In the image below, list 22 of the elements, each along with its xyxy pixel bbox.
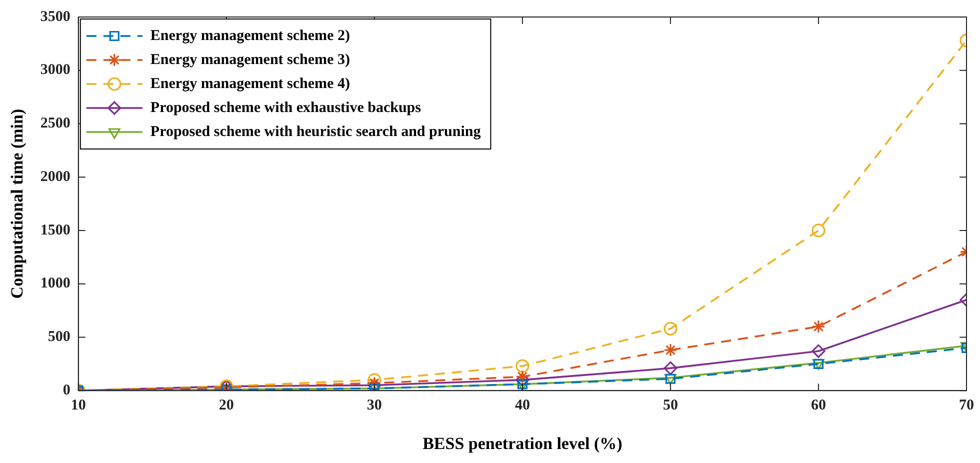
y-tick-label: 3500	[40, 8, 70, 25]
x-tick-label: 60	[810, 397, 826, 414]
legend-label: Energy management scheme 2)	[150, 28, 350, 44]
legend-label: Energy management scheme 3)	[150, 52, 350, 68]
x-tick-label: 50	[662, 397, 678, 414]
x-tick-label: 10	[70, 397, 86, 414]
y-tick-label: 1500	[40, 222, 70, 238]
legend-label: Energy management scheme 4)	[150, 76, 350, 92]
y-tick-label: 500	[48, 329, 70, 346]
x-tick-label: 70	[959, 397, 974, 414]
y-tick-label: 2000	[40, 168, 70, 185]
x-tick-label: 40	[514, 397, 530, 414]
legend-label: Proposed scheme with exhaustive backups	[150, 100, 422, 116]
x-axis-title: BESS penetration level (%)	[422, 434, 622, 454]
y-tick-label: 1000	[40, 276, 70, 292]
x-tick-label: 20	[218, 397, 234, 414]
y-tick-label: 3000	[40, 62, 70, 78]
legend-label: Proposed scheme with heuristic search and pruning	[150, 124, 482, 140]
y-tick-label: 0	[62, 382, 70, 398]
y-tick-label: 2500	[40, 116, 70, 132]
y-axis-title: Computational time (min)	[8, 108, 27, 299]
x-tick-label: 30	[366, 397, 382, 414]
